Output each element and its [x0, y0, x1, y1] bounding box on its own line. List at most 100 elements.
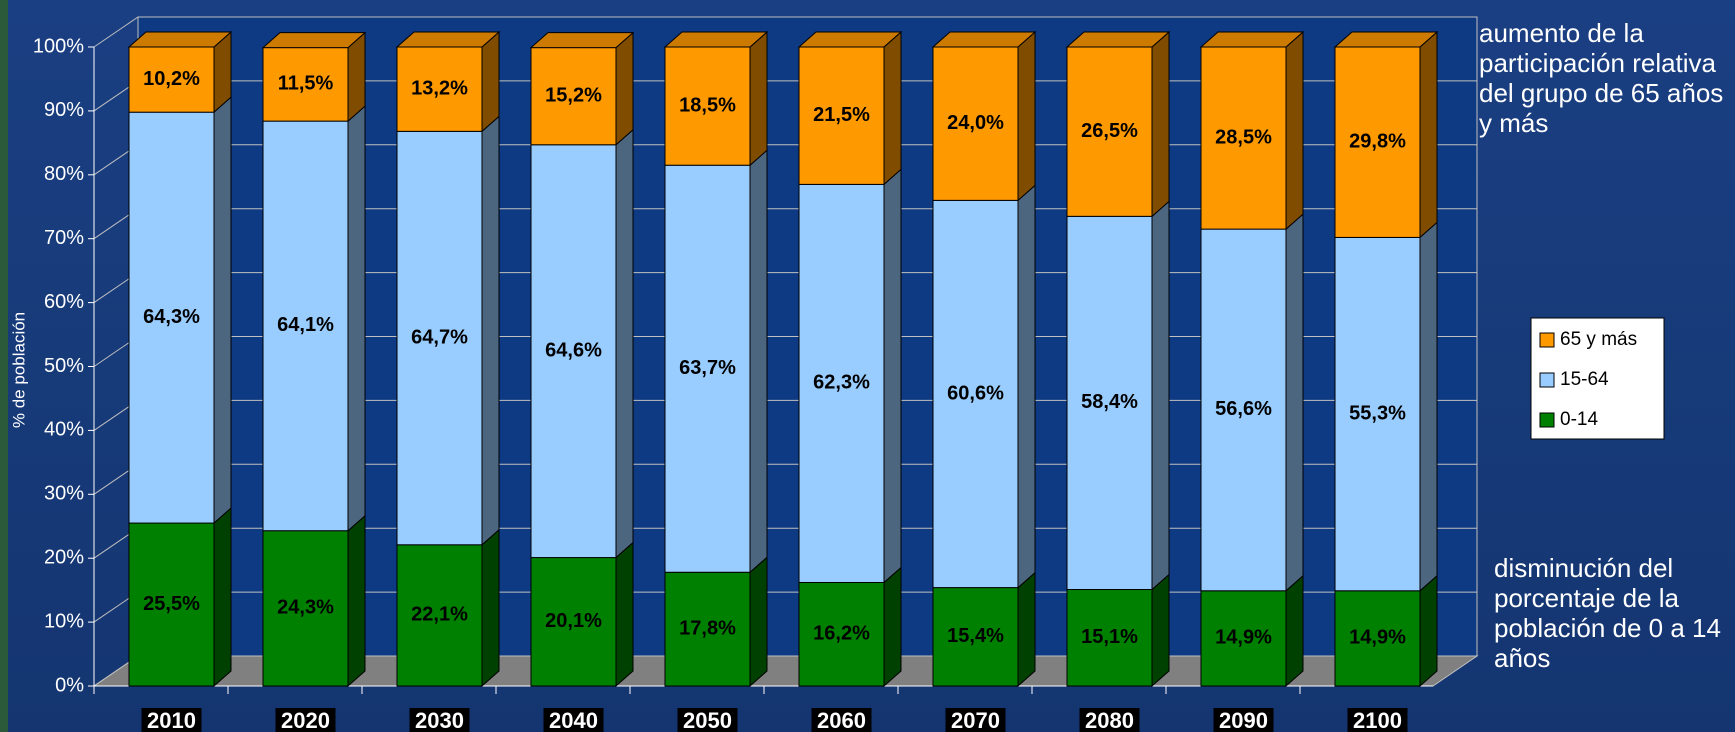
bar-top	[1333, 31, 1439, 48]
x-label-bg	[1213, 708, 1274, 732]
legend-swatch	[1539, 372, 1555, 388]
value-label: 64,3%	[143, 306, 200, 328]
x-label-bg	[275, 708, 336, 732]
x-label-bg	[1347, 708, 1408, 732]
bar	[1334, 46, 1421, 238]
x-tick-label: 2060	[817, 708, 866, 732]
bar-top	[127, 31, 233, 48]
value-label: 20,1%	[545, 610, 602, 632]
value-label: 11,5%	[278, 73, 334, 95]
bar	[396, 544, 483, 687]
bar-top	[1065, 31, 1171, 48]
value-label: 16,2%	[813, 623, 870, 645]
value-label: 13,2%	[411, 77, 468, 99]
value-label: 56,6%	[1215, 398, 1272, 420]
bar-side	[481, 528, 500, 688]
value-label: 10,2%	[143, 68, 200, 90]
y-tick-label: 40%	[44, 419, 84, 441]
value-label: 64,1%	[277, 314, 334, 336]
legend-label: 15-64	[1560, 369, 1609, 390]
value-label: 62,3%	[813, 372, 870, 394]
value-label: 22,1%	[411, 604, 468, 626]
bar-side	[749, 149, 768, 574]
bar-side	[481, 30, 500, 133]
x-tick-label: 2010	[147, 708, 196, 732]
bar-side	[1151, 573, 1170, 688]
bar-top	[261, 32, 367, 49]
bar	[932, 46, 1019, 201]
value-label: 15,1%	[1081, 626, 1138, 648]
bar	[932, 199, 1019, 589]
bar-side	[213, 506, 232, 688]
value-label: 24,3%	[277, 597, 334, 619]
bar	[396, 130, 483, 546]
value-label: 28,5%	[1215, 126, 1272, 148]
x-label-bg	[543, 708, 604, 732]
x-tick-label: 2020	[281, 708, 330, 732]
bar	[1200, 46, 1287, 230]
grid-line	[93, 16, 139, 48]
x-tick-label: 2070	[951, 708, 1000, 732]
x-tick-label: 2050	[683, 708, 732, 732]
bar-side	[1017, 571, 1036, 688]
bar-top	[529, 32, 635, 49]
bar-side	[1151, 30, 1170, 218]
bar-side	[1285, 574, 1304, 688]
bar-side	[1419, 574, 1438, 688]
value-label: 60,6%	[947, 382, 1004, 404]
annotation: aumento de la participación relativa del…	[1479, 18, 1724, 138]
bar-side	[347, 514, 366, 688]
legend-label: 65 y más	[1560, 329, 1637, 350]
bar-side	[1419, 30, 1438, 239]
bar	[262, 47, 349, 122]
value-label: 64,6%	[545, 339, 602, 361]
bar	[1334, 590, 1421, 687]
bar-side	[749, 556, 768, 688]
bar-side	[213, 96, 232, 525]
x-tick-label: 2090	[1219, 708, 1268, 732]
bar-side	[1017, 184, 1036, 589]
bar-side	[1017, 30, 1036, 202]
bar-side	[1151, 200, 1170, 591]
bar	[1066, 589, 1153, 687]
legend-swatch	[1539, 332, 1555, 348]
x-label-bg	[409, 708, 470, 732]
bar-top	[931, 31, 1037, 48]
bar-top	[395, 31, 501, 48]
value-label: 15,2%	[545, 84, 602, 106]
bar-top	[1199, 31, 1305, 48]
x-tick-label: 2030	[415, 708, 464, 732]
value-label: 24,0%	[947, 112, 1004, 134]
bar	[664, 164, 751, 573]
y-axis-label: % de población	[9, 312, 28, 428]
y-tick-label: 20%	[44, 546, 84, 568]
bar	[1066, 46, 1153, 217]
bar	[128, 46, 215, 113]
x-tick-label: 2080	[1085, 708, 1134, 732]
y-tick-label: 60%	[44, 291, 84, 313]
bar	[262, 120, 349, 532]
value-label: 14,9%	[1349, 627, 1406, 649]
bar	[530, 144, 617, 559]
y-tick-label: 70%	[44, 227, 84, 249]
bar	[530, 47, 617, 146]
bar-side	[1285, 30, 1304, 231]
left-strip	[0, 0, 8, 732]
bar-side	[883, 30, 902, 186]
legend-swatch	[1539, 412, 1555, 428]
bar	[932, 587, 1019, 687]
bar	[128, 522, 215, 687]
bar	[1200, 228, 1287, 592]
bar	[396, 46, 483, 132]
bar	[1066, 215, 1153, 591]
bar-side	[883, 168, 902, 584]
bar	[1334, 236, 1421, 592]
bar	[664, 46, 751, 166]
bar-side	[347, 105, 366, 532]
value-label: 15,4%	[947, 625, 1004, 647]
y-tick-label: 30%	[44, 483, 84, 505]
y-tick-label: 50%	[44, 355, 84, 377]
y-tick-label: 90%	[44, 99, 84, 121]
